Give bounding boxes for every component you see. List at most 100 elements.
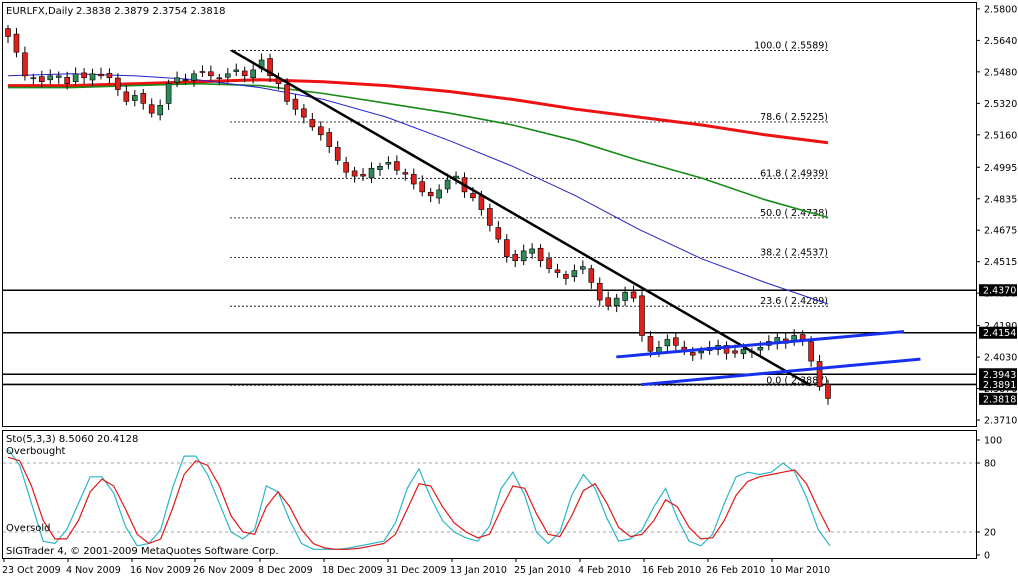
bearish-candle — [512, 254, 519, 262]
bearish-candle — [673, 337, 679, 346]
price-axis-label: 2.4190 — [984, 321, 1017, 332]
bearish-candle — [808, 341, 814, 362]
time-axis-label: 23 Oct 2009 — [2, 565, 61, 576]
bearish-candle — [81, 72, 87, 79]
bullish-candle — [132, 95, 138, 101]
bullish-candle — [571, 270, 578, 278]
bullish-candle — [385, 162, 392, 165]
bearish-candle — [732, 350, 738, 354]
bearish-candle — [495, 227, 502, 240]
time-axis-label: 25 Jan 2010 — [514, 565, 571, 576]
bullish-candle — [368, 167, 375, 179]
bearish-candle — [106, 73, 113, 79]
price-axis-label: 2.4030 — [984, 353, 1017, 364]
price-axis: 2.5800 2.5640 2.5480 2.5320 2.5160 2.4995 2.48… — [976, 4, 1017, 427]
price-marker-box — [979, 326, 1017, 339]
bearish-candle — [563, 274, 569, 279]
bearish-candle — [427, 191, 434, 197]
bearish-candle — [241, 70, 248, 77]
bearish-candle — [487, 208, 493, 226]
bullish-candle — [224, 73, 231, 78]
price-marker-label: 2.4370 — [983, 286, 1016, 297]
time-axis-label: 13 Jan 2010 — [450, 565, 507, 576]
bullish-candle — [757, 347, 764, 351]
bearish-candle — [326, 132, 333, 147]
moving-average-red — [8, 78, 829, 145]
bullish-candle — [377, 165, 383, 170]
moving-average-blue — [7, 73, 829, 305]
bearish-candle — [723, 345, 730, 354]
bearish-candle — [123, 91, 130, 102]
bearish-candle — [478, 195, 485, 210]
stochastic-signal-line — [7, 456, 831, 550]
bullish-candle — [55, 75, 62, 78]
bullish-candle — [520, 250, 527, 262]
bullish-candle — [233, 69, 240, 72]
bearish-candle — [554, 269, 561, 273]
bullish-candle — [157, 105, 163, 116]
price-marker-box — [979, 284, 1017, 297]
bullish-candle — [250, 69, 256, 79]
stochastic-axis: 100 80 20 0 — [976, 436, 1002, 562]
stochastic-main-line — [7, 448, 831, 550]
bearish-candle — [199, 71, 206, 73]
channel-lower-line[interactable] — [640, 357, 921, 387]
time-axis-label: 10 Mar 2010 — [770, 565, 830, 576]
bearish-candle — [799, 334, 806, 340]
price-axis-label: 2.4835 — [984, 194, 1017, 205]
price-marker-label: 2.3891 — [983, 380, 1016, 391]
time-axis-label: 26 Feb 2010 — [706, 565, 765, 576]
bullish-candle — [191, 73, 197, 81]
fib-level-label: 78.6 ( 2.5225) — [760, 112, 828, 123]
trendline[interactable] — [230, 49, 811, 387]
time-axis-label: 18 Dec 2009 — [322, 565, 383, 576]
bearish-candle — [351, 170, 358, 177]
bearish-candle — [394, 161, 400, 171]
bearish-candle — [816, 361, 823, 387]
bullish-candle — [622, 291, 628, 301]
moving-averages — [7, 73, 829, 305]
stochastic-axis-label: 0 — [984, 551, 990, 562]
oversold-label: Oversold — [6, 523, 51, 534]
price-axis-label: 2.5480 — [984, 67, 1017, 78]
bearish-candle — [5, 28, 11, 37]
bearish-candle — [208, 71, 214, 77]
price-axis-label: 2.4995 — [984, 163, 1017, 174]
channel-upper-line[interactable] — [616, 330, 905, 359]
bullish-candle — [174, 77, 180, 83]
price-axis-label: 2.3710 — [984, 416, 1017, 427]
copyright-label: SIGTrader 4, © 2001-2009 MetaQuotes Soft… — [6, 546, 279, 557]
bullish-candle — [453, 175, 459, 179]
bullish-candle — [47, 75, 54, 81]
bearish-candle — [647, 336, 654, 352]
stochastic-axis-label: 20 — [984, 528, 996, 539]
trendlines[interactable] — [230, 49, 921, 387]
bearish-candle — [503, 239, 510, 258]
bearish-candle — [537, 247, 544, 262]
bullish-candle — [72, 73, 79, 82]
stochastic-header: Sto(5,3,3) 8.5060 20.4128 — [6, 434, 138, 445]
bearish-candle — [309, 119, 316, 128]
bearish-candle — [639, 295, 645, 336]
bearish-candle — [22, 52, 28, 77]
price-marker-label: 2.3818 — [983, 394, 1016, 405]
bearish-candle — [39, 76, 45, 82]
time-axis-label: 26 Nov 2009 — [193, 565, 254, 576]
bearish-candle — [317, 126, 324, 136]
bearish-candle — [605, 297, 612, 307]
bearish-candle — [470, 193, 476, 199]
overbought-label: Overbought — [6, 446, 66, 457]
bearish-candle — [402, 172, 409, 175]
bearish-candle — [596, 282, 603, 301]
bearish-candle — [419, 181, 426, 193]
bearish-candle — [588, 268, 595, 283]
bearish-candle — [148, 104, 155, 114]
chart-title: EURLFX,Daily — [6, 6, 73, 17]
stochastic-axis-label: 80 — [984, 459, 996, 470]
bullish-candle — [216, 77, 223, 80]
price-axis-label: 2.5160 — [984, 130, 1017, 141]
price-marker-label: 2.3943 — [983, 370, 1016, 381]
